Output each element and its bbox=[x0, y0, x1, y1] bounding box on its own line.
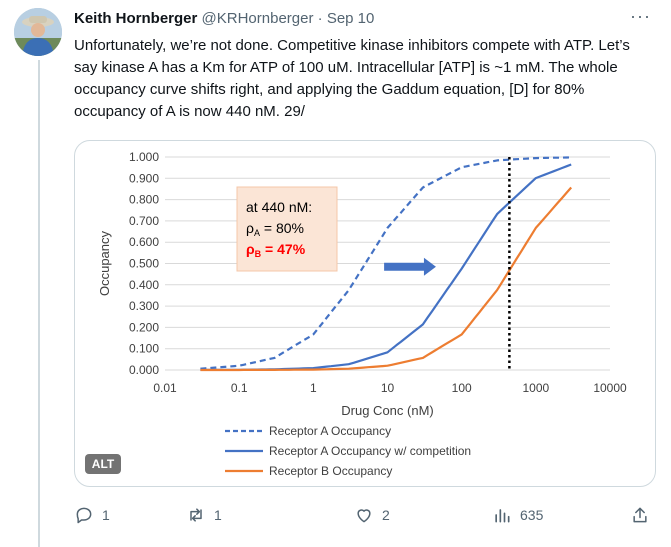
occupancy-chart: 0.000 0.100 0.200 0.300 0.400 0.500 0.600 0.700… bbox=[97, 150, 627, 478]
share-button[interactable] bbox=[630, 500, 650, 530]
annotation-line-1: at 440 nM: bbox=[246, 199, 312, 215]
y-axis-title: Occupancy bbox=[97, 230, 112, 296]
views-count: 635 bbox=[520, 507, 544, 523]
y-tick-label: 1.000 bbox=[129, 150, 159, 164]
x-tick-label: 100 bbox=[452, 381, 472, 395]
series-line-1 bbox=[200, 156, 572, 370]
heart-icon bbox=[357, 509, 371, 523]
reply-button[interactable]: 1 bbox=[74, 500, 110, 530]
y-tick-label: 0.400 bbox=[129, 278, 159, 292]
y-tick-label: 0.300 bbox=[129, 299, 159, 313]
x-tick-label: 10 bbox=[381, 381, 395, 395]
legend-entry-3: Receptor B Occupancy bbox=[269, 464, 392, 478]
y-tick-label: 0.200 bbox=[129, 320, 159, 334]
annotation-line-3: ρB = 47% bbox=[246, 241, 306, 259]
y-tick-label: 0.500 bbox=[129, 257, 159, 271]
repost-icon bbox=[190, 508, 202, 522]
post-date[interactable]: Sep 10 bbox=[326, 10, 375, 27]
repost-button[interactable]: 1 bbox=[186, 500, 222, 530]
author-name[interactable]: Keith Hornberger bbox=[74, 10, 198, 27]
legend-entry-2: Receptor A Occupancy w/ competition bbox=[269, 444, 471, 458]
x-tick-label: 0.01 bbox=[153, 381, 177, 395]
media-card[interactable]: 0.000 0.100 0.200 0.300 0.400 0.500 0.600 0.700… bbox=[74, 140, 656, 487]
x-tick-label: 10000 bbox=[593, 381, 627, 395]
y-tick-label: 0.600 bbox=[129, 235, 159, 249]
action-bar: 1 1 2 635 bbox=[74, 500, 656, 530]
views-button[interactable]: 635 bbox=[492, 500, 543, 530]
legend-entry-1: Receptor A Occupancy bbox=[269, 424, 391, 438]
separator-dot: · bbox=[317, 10, 323, 27]
y-tick-label: 0.700 bbox=[129, 214, 159, 228]
reply-count: 1 bbox=[102, 507, 110, 523]
y-tick-label: 0.100 bbox=[129, 342, 159, 356]
like-count: 2 bbox=[382, 507, 390, 523]
post-text: Unfortunately, we’re not done. Competiti… bbox=[74, 37, 630, 120]
x-axis-title: Drug Conc (nM) bbox=[341, 403, 433, 418]
avatar-image bbox=[14, 8, 62, 56]
more-icon[interactable]: ··· bbox=[630, 6, 651, 26]
avatar[interactable] bbox=[14, 8, 62, 56]
views-icon bbox=[495, 509, 510, 523]
share-icon bbox=[633, 507, 647, 523]
x-tick-label: 0.1 bbox=[231, 381, 248, 395]
x-tick-label: 1000 bbox=[522, 381, 549, 395]
y-tick-label: 0.800 bbox=[129, 193, 159, 207]
author-handle[interactable]: @KRHornberger bbox=[201, 10, 314, 27]
annotation-box bbox=[236, 186, 338, 272]
y-tick-label: 0.900 bbox=[129, 171, 159, 185]
x-tick-label: 1 bbox=[310, 381, 317, 395]
y-tick-label: 0.000 bbox=[129, 363, 159, 377]
repost-count: 1 bbox=[214, 507, 222, 523]
alt-badge[interactable]: ALT bbox=[85, 454, 121, 474]
annotation-line-2: ρA = 80% bbox=[246, 220, 304, 238]
like-button[interactable]: 2 bbox=[354, 500, 390, 530]
thread-line bbox=[38, 60, 40, 547]
reply-icon bbox=[76, 507, 92, 524]
post-header: Keith Hornberger @KRHornberger · Sep 10 … bbox=[74, 6, 651, 32]
shift-arrow bbox=[384, 257, 436, 276]
